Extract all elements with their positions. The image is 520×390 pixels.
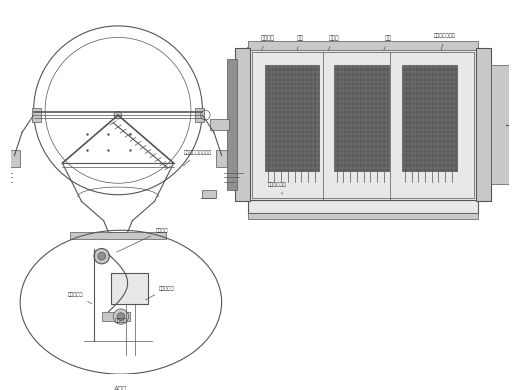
Bar <box>334 65 388 171</box>
Circle shape <box>98 252 106 260</box>
Text: 减速机及摆法兰: 减速机及摆法兰 <box>434 34 456 50</box>
Circle shape <box>94 248 109 264</box>
Bar <box>102 312 131 321</box>
Circle shape <box>114 111 122 119</box>
Bar <box>111 273 148 304</box>
Bar <box>32 108 41 122</box>
Bar <box>476 48 491 202</box>
Text: 吸极板: 吸极板 <box>328 35 339 50</box>
Bar <box>195 108 204 122</box>
Text: 罐体: 罐体 <box>297 35 304 50</box>
Bar <box>210 119 229 131</box>
Bar <box>511 104 520 146</box>
Bar <box>7 150 20 167</box>
Bar <box>249 213 478 219</box>
Bar <box>249 48 478 202</box>
Bar <box>229 154 237 163</box>
Bar <box>70 232 166 239</box>
Text: 阳极净化底座: 阳极净化底座 <box>268 182 287 194</box>
Bar <box>252 52 474 198</box>
Circle shape <box>117 313 125 321</box>
Text: 固定极线机: 固定极线机 <box>146 286 175 300</box>
Bar <box>202 190 216 198</box>
Text: 流速转轴: 流速转轴 <box>261 35 275 50</box>
Bar <box>249 200 478 213</box>
Text: A视图: A视图 <box>114 386 127 390</box>
Text: 流量机械密封对方板: 流量机械密封对方板 <box>184 151 212 166</box>
Bar <box>235 48 251 202</box>
Bar <box>265 65 319 171</box>
Circle shape <box>113 309 128 324</box>
Text: 极线铜排: 极线铜排 <box>109 315 127 323</box>
Text: 磁化发线: 磁化发线 <box>116 228 168 252</box>
Text: 主轴: 主轴 <box>384 35 392 50</box>
Bar <box>491 65 511 184</box>
Bar <box>249 41 478 50</box>
Bar <box>402 65 457 171</box>
Bar <box>216 150 229 167</box>
Bar <box>0 154 8 163</box>
Bar <box>227 60 237 190</box>
Bar <box>511 146 520 154</box>
Text: 极线接头子: 极线接头子 <box>68 292 92 304</box>
